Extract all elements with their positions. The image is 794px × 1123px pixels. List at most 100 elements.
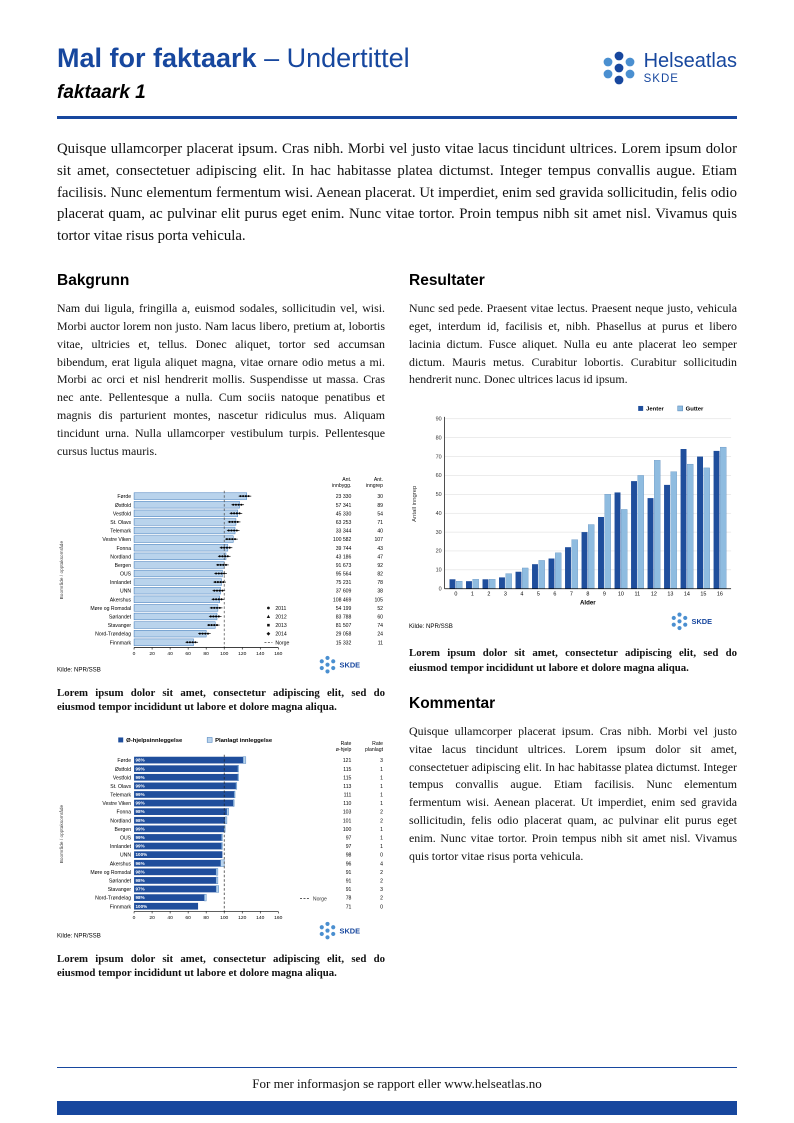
- svg-text:100%: 100%: [136, 904, 148, 909]
- svg-text:111: 111: [344, 792, 352, 798]
- svg-text:2013: 2013: [275, 623, 287, 629]
- svg-text:96: 96: [346, 861, 352, 867]
- svg-text:108 469: 108 469: [333, 597, 352, 603]
- svg-text:inngrep: inngrep: [366, 483, 383, 489]
- bakgrunn-body: Nam dui ligula, fringilla a, euismod sod…: [57, 300, 385, 458]
- svg-text:40: 40: [436, 511, 442, 517]
- svg-text:10: 10: [618, 592, 624, 598]
- svg-text:40: 40: [167, 651, 173, 657]
- svg-text:78: 78: [346, 895, 352, 901]
- svg-text:Boområde / opptaksområde: Boområde / opptaksområde: [58, 540, 65, 599]
- svg-text:14: 14: [684, 592, 690, 598]
- two-column-layout: Bakgrunn Nam dui ligula, fringilla a, eu…: [57, 272, 737, 1001]
- intro-paragraph: Quisque ullamcorper placerat ipsum. Cras…: [57, 141, 737, 245]
- svg-text:Bergen: Bergen: [115, 563, 132, 569]
- svg-text:Norge: Norge: [275, 640, 289, 646]
- svg-text:Norge: Norge: [313, 896, 327, 902]
- svg-text:4: 4: [520, 592, 523, 598]
- svg-text:71: 71: [346, 904, 352, 910]
- svg-text:Nordland: Nordland: [110, 818, 131, 824]
- svg-text:Førde: Førde: [117, 494, 131, 500]
- svg-text:Alder: Alder: [580, 600, 596, 607]
- svg-text:6: 6: [553, 592, 556, 598]
- page-footer: For mer informasjon se rapport eller www…: [57, 1066, 737, 1115]
- svg-text:40: 40: [167, 915, 173, 921]
- svg-text:80: 80: [203, 915, 209, 921]
- svg-text:120: 120: [238, 651, 246, 657]
- svg-text:91 673: 91 673: [336, 563, 352, 569]
- svg-text:70: 70: [436, 455, 442, 461]
- svg-text:60: 60: [185, 651, 191, 657]
- svg-text:54 199: 54 199: [336, 606, 352, 612]
- svg-text:Fonna: Fonna: [117, 545, 132, 551]
- svg-text:3: 3: [504, 592, 507, 598]
- svg-text:Sørlandet: Sørlandet: [109, 614, 132, 620]
- svg-text:Jenter: Jenter: [646, 407, 664, 413]
- page-header: Mal for faktaark – Undertittel faktaark …: [57, 0, 737, 120]
- svg-text:98%: 98%: [136, 878, 145, 883]
- svg-text:99%: 99%: [136, 835, 145, 840]
- svg-text:71: 71: [377, 520, 383, 526]
- svg-text:Vestre Viken: Vestre Viken: [102, 537, 131, 543]
- svg-text:110: 110: [343, 801, 351, 807]
- svg-text:Telemark: Telemark: [110, 792, 131, 798]
- svg-text:50: 50: [436, 492, 442, 498]
- svg-text:Akershus: Akershus: [110, 861, 132, 867]
- svg-text:Stavanger: Stavanger: [108, 623, 132, 629]
- svg-text:97: 97: [346, 835, 352, 841]
- svg-text:39 744: 39 744: [336, 545, 352, 551]
- svg-text:54: 54: [377, 511, 383, 517]
- svg-text:Nord-Trøndelag: Nord-Trøndelag: [95, 895, 131, 901]
- svg-text:Ant.: Ant.: [342, 477, 351, 483]
- svg-text:2: 2: [380, 818, 383, 824]
- svg-text:4: 4: [380, 861, 383, 867]
- svg-text:115: 115: [343, 775, 351, 781]
- svg-text:97: 97: [346, 844, 352, 850]
- svg-text:99%: 99%: [136, 766, 145, 771]
- svg-text:Møre og Romsdal: Møre og Romsdal: [90, 606, 131, 612]
- svg-text:11: 11: [635, 592, 641, 598]
- svg-text:91: 91: [346, 887, 352, 893]
- svg-text:96%: 96%: [136, 861, 145, 866]
- document-subtitle: faktaark 1: [57, 81, 146, 103]
- svg-text:2: 2: [487, 592, 490, 598]
- svg-text:1: 1: [380, 835, 383, 841]
- svg-text:St. Olavs: St. Olavs: [110, 520, 131, 526]
- svg-text:92: 92: [377, 563, 383, 569]
- svg-text:78: 78: [377, 580, 383, 586]
- svg-text:99%: 99%: [136, 826, 145, 831]
- svg-text:St. Olavs: St. Olavs: [110, 784, 131, 790]
- kommentar-heading: Kommentar: [409, 694, 496, 712]
- svg-text:Gutter: Gutter: [686, 407, 704, 413]
- svg-text:UNN: UNN: [120, 852, 131, 858]
- svg-text:43 186: 43 186: [336, 554, 352, 560]
- chart2-caption: Lorem ipsum dolor sit amet, consectetur …: [57, 953, 385, 980]
- svg-text:16: 16: [717, 592, 723, 598]
- svg-text:Ant.: Ant.: [374, 477, 383, 483]
- svg-text:Sørlandet: Sørlandet: [109, 878, 132, 884]
- svg-text:89: 89: [377, 502, 383, 508]
- svg-text:7: 7: [570, 592, 573, 598]
- svg-text:81 507: 81 507: [336, 623, 352, 629]
- svg-text:98: 98: [346, 852, 352, 858]
- svg-text:1: 1: [380, 792, 383, 798]
- svg-text:99%: 99%: [136, 800, 145, 805]
- svg-text:38: 38: [377, 588, 383, 594]
- svg-text:Akershus: Akershus: [110, 597, 132, 603]
- svg-text:30: 30: [436, 530, 442, 536]
- svg-text:98%: 98%: [136, 869, 145, 874]
- svg-text:0: 0: [133, 915, 136, 921]
- svg-text:Vestfold: Vestfold: [113, 775, 131, 781]
- svg-text:107: 107: [374, 537, 383, 543]
- svg-text:2: 2: [380, 870, 383, 876]
- svg-text:SKDE: SKDE: [340, 926, 361, 935]
- svg-text:0: 0: [380, 852, 383, 858]
- helseatlas-dots-icon: [603, 51, 635, 85]
- svg-text:60: 60: [436, 473, 442, 479]
- footer-bar: [57, 1101, 737, 1115]
- footer-rule: [57, 1066, 737, 1068]
- svg-text:0: 0: [380, 904, 383, 910]
- chart-admission-type: Ø-hjelpsinnleggelse Planlagt innleggelse R…: [57, 736, 384, 939]
